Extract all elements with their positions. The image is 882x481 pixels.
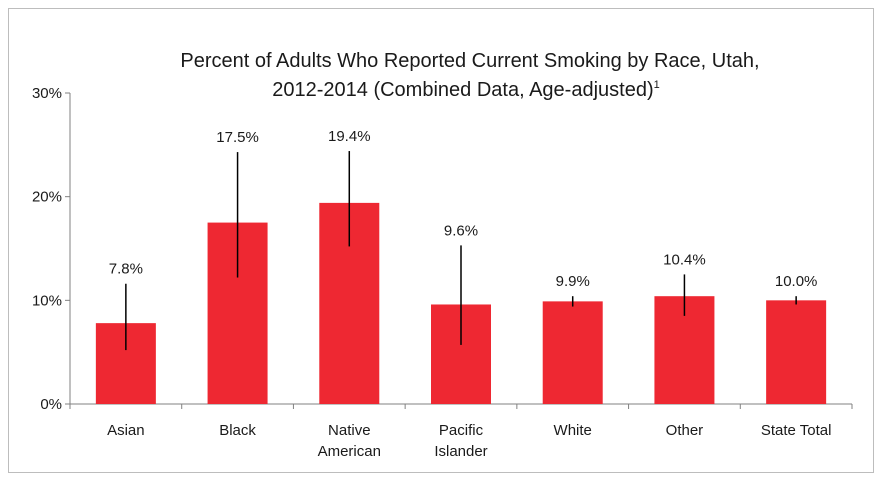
data-label: 7.8% (109, 261, 143, 278)
x-tick-label: Black (219, 422, 256, 439)
chart-title-line-2: 2012-2014 (Combined Data, Age-adjusted)1 (272, 79, 659, 101)
data-label: 19.4% (328, 128, 371, 145)
x-tick-label-line: Islander (434, 443, 487, 460)
x-tick-label-line: Pacific (439, 422, 484, 439)
bar (766, 300, 826, 404)
x-tick-label-line: American (318, 443, 381, 460)
y-tick-label: 20% (32, 189, 62, 206)
data-label: 9.6% (444, 222, 478, 239)
chart-title-line-1: Percent of Adults Who Reported Current S… (180, 50, 759, 72)
bar (543, 301, 603, 404)
x-tick-label-line: White (554, 422, 592, 439)
x-tick-label-line: Native (328, 422, 371, 439)
x-tick-label-line: State Total (761, 422, 832, 439)
y-tick-label: 30% (32, 85, 62, 102)
x-tick-label: State Total (761, 422, 832, 439)
data-label: 17.5% (216, 129, 259, 146)
chart-title-superscript: 1 (654, 79, 660, 91)
data-label: 10.4% (663, 251, 706, 268)
x-tick-label: Native American (318, 422, 381, 460)
y-tick-label: 10% (32, 292, 62, 309)
data-label: 9.9% (556, 273, 590, 290)
y-tick-label: 0% (40, 396, 62, 413)
x-tick-label: White (554, 422, 592, 439)
chart-title-line-2-text: 2012-2014 (Combined Data, Age-adjusted) (272, 79, 653, 101)
x-tick-label-line: Asian (107, 422, 145, 439)
x-tick-label-line: Other (666, 422, 704, 439)
x-tick-label: Other (666, 422, 704, 439)
x-tick-label: Asian (107, 422, 145, 439)
plot-area: 0% 10% 20% 30% 7.8% Asian 17.5% Black 19.4% Nativ… (32, 85, 852, 460)
data-label: 10.0% (775, 273, 818, 290)
x-tick-label-line: Black (219, 422, 256, 439)
x-tick-label: Pacific Islander (434, 422, 487, 460)
